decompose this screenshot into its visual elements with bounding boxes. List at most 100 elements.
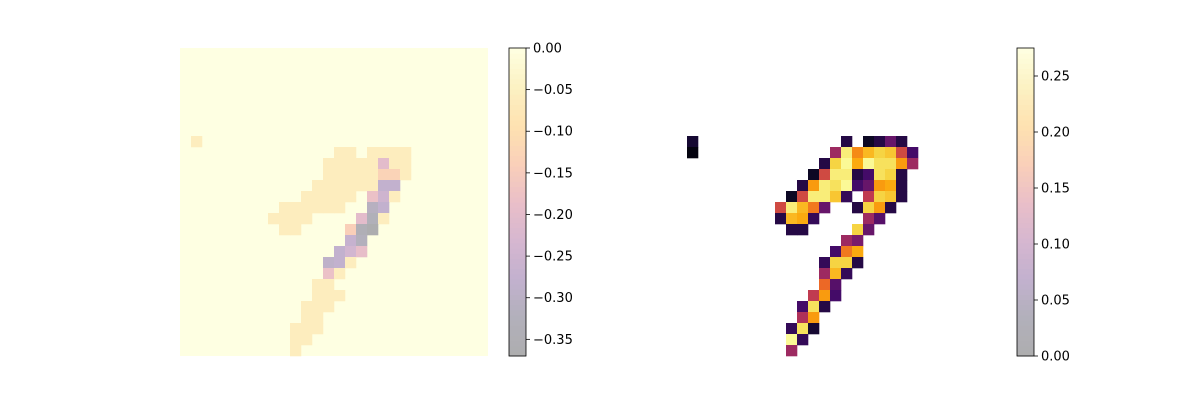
heatmap-cell xyxy=(323,202,335,214)
heatmap-cell xyxy=(830,246,842,258)
heatmap-cell xyxy=(885,180,897,192)
heatmap-cell xyxy=(345,158,357,170)
heatmap-cell xyxy=(356,235,368,247)
heatmap-cell xyxy=(841,257,853,269)
heatmap-cell xyxy=(808,202,820,214)
heatmap-cell xyxy=(863,158,875,170)
heatmap-cell xyxy=(400,169,412,181)
colorbar-segment xyxy=(1017,330,1034,336)
colorbar-segment xyxy=(1017,176,1034,182)
colorbar-segment xyxy=(1017,99,1034,105)
heatmap-cell xyxy=(367,191,379,203)
colorbar-segment xyxy=(509,191,526,198)
colorbar-segment xyxy=(509,304,526,311)
heatmap-cell xyxy=(400,147,412,159)
colorbar-segment xyxy=(1017,335,1034,342)
heatmap-cell xyxy=(797,301,809,313)
colorbar-segment xyxy=(1017,160,1034,167)
colorbar-segment xyxy=(1017,68,1034,75)
colorbar-tick-label: 0.00 xyxy=(533,42,562,57)
colorbar-tick-label: −0.25 xyxy=(533,250,573,265)
heatmap-cell xyxy=(345,235,357,247)
colorbar-segment xyxy=(509,166,526,172)
heatmap-cell xyxy=(367,147,379,159)
colorbar-segment xyxy=(509,99,526,105)
heatmap-cell xyxy=(345,180,357,192)
heatmap-cell xyxy=(301,213,313,225)
heatmap-cell xyxy=(389,180,401,192)
colorbar-segment xyxy=(509,243,526,249)
colorbar-tick-label: −0.05 xyxy=(533,83,573,98)
colorbar-segment xyxy=(1017,248,1034,254)
colorbar-tick-label: −0.10 xyxy=(533,125,573,140)
heatmap-cell xyxy=(378,191,390,203)
heatmap-cell xyxy=(885,147,897,159)
colorbar-segment xyxy=(1017,314,1034,321)
heatmap-cell xyxy=(334,191,346,203)
heatmap-cell xyxy=(786,191,798,203)
heatmap-cell xyxy=(841,235,853,247)
heatmap-cell xyxy=(852,169,864,181)
heatmap-cell xyxy=(797,334,809,346)
colorbar-segment xyxy=(1017,191,1034,198)
colorbar-segment xyxy=(1017,294,1034,301)
heatmap-cell xyxy=(312,312,324,324)
heatmap-cell xyxy=(191,136,203,148)
heatmap-cell xyxy=(819,290,831,302)
colorbar-right: 0.00 0.05 0.10 0.15 0.20 0.25 xyxy=(1016,47,1070,365)
heatmap-cell xyxy=(852,180,864,192)
heatmap-cell xyxy=(323,169,335,181)
heatmap-cell xyxy=(367,213,379,225)
colorbar-segment xyxy=(1017,299,1034,306)
heatmap-cell xyxy=(268,213,280,225)
colorbar-segment xyxy=(509,227,526,234)
colorbar-frame xyxy=(508,47,527,357)
colorbar-segment xyxy=(509,181,526,188)
heatmap-cell xyxy=(841,147,853,159)
colorbar-segment xyxy=(509,63,526,70)
heatmap-cell xyxy=(323,191,335,203)
colorbar-segment xyxy=(509,125,526,131)
heatmap-cell xyxy=(378,180,390,192)
heatmap-cell xyxy=(786,345,798,357)
colorbar-segment xyxy=(1017,145,1034,152)
colorbar-segment xyxy=(509,130,526,136)
colorbar-segment xyxy=(1017,114,1034,121)
colorbar-segment xyxy=(509,273,526,280)
colorbar-segment xyxy=(1017,196,1034,203)
colorbar-segment xyxy=(509,104,526,111)
colorbar-tick-label: −0.35 xyxy=(533,333,573,348)
colorbar-segment xyxy=(1017,94,1034,100)
heatmap-cell xyxy=(896,136,908,148)
heatmap-cell xyxy=(863,169,875,181)
heatmap-cell xyxy=(808,312,820,324)
colorbar-segment xyxy=(1017,150,1034,157)
colorbar-segment xyxy=(1017,155,1034,162)
colorbar-segment xyxy=(509,53,526,59)
heatmap-cell xyxy=(786,213,798,225)
colorbar-segment xyxy=(509,232,526,239)
heatmap-cell xyxy=(367,224,379,236)
heatmap-cell xyxy=(312,191,324,203)
heatmap-cell xyxy=(830,290,842,302)
heatmap-cell xyxy=(830,191,842,203)
colorbar-segment xyxy=(1017,243,1034,249)
heatmap-cell xyxy=(290,345,302,357)
heatmap-cell xyxy=(323,158,335,170)
colorbar-segment xyxy=(1017,83,1034,90)
heatmap-cell xyxy=(863,147,875,159)
heatmap-cell xyxy=(301,334,313,346)
heatmap-cell xyxy=(852,246,864,258)
colorbar-segment xyxy=(1017,48,1034,54)
heatmap-cell xyxy=(334,257,346,269)
heatmap-cell xyxy=(819,191,831,203)
heatmap-cell xyxy=(819,169,831,181)
heatmap-cell xyxy=(687,147,699,159)
heatmap-cell xyxy=(301,301,313,313)
colorbar-segment xyxy=(509,109,526,116)
heatmap-cell xyxy=(334,290,346,302)
colorbar-segment xyxy=(1017,53,1034,59)
colorbar-tick-label: −0.20 xyxy=(533,208,573,223)
heatmap-cell xyxy=(874,202,886,214)
heatmap-cell xyxy=(323,257,335,269)
